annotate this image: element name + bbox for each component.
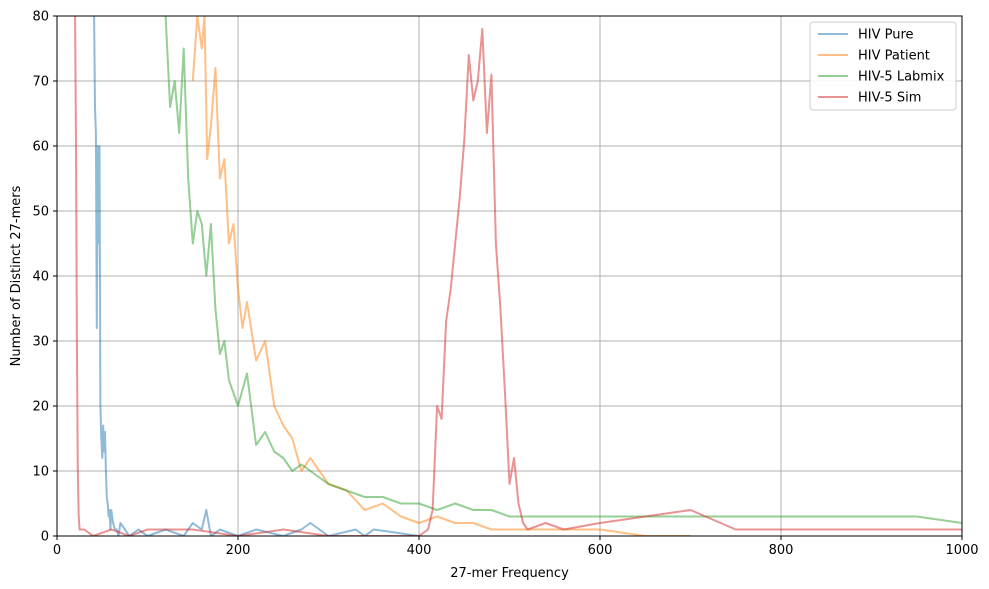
series-lines [74, 16, 962, 536]
y-tick-label: 40 [32, 270, 49, 285]
y-axis-label: Number of Distinct 27-mers [9, 185, 24, 366]
y-tick-label: 10 [32, 465, 49, 480]
x-axis-label: 27-mer Frequency [450, 566, 569, 581]
x-tick-label: 600 [588, 543, 613, 558]
series-line-3 [74, 16, 962, 536]
legend-label-0: HIV Pure [858, 28, 914, 43]
legend-label-2: HIV-5 Labmix [858, 70, 945, 85]
y-tick-label: 0 [41, 530, 49, 545]
series-line-1 [191, 16, 691, 536]
y-tick-label: 30 [32, 335, 49, 350]
y-tick-label: 80 [32, 10, 49, 25]
x-tick-label: 0 [53, 543, 61, 558]
y-axis-ticks: 0 10 20 30 40 50 60 70 80 [32, 10, 57, 545]
legend-box [809, 21, 957, 111]
x-tick-label: 1000 [945, 543, 978, 558]
x-tick-label: 400 [407, 543, 432, 558]
legend-label-3: HIV-5 Sim [858, 91, 921, 106]
legend: HIV Pure HIV Patient HIV-5 Labmix HIV-5 Sim [809, 21, 957, 111]
y-tick-label: 70 [32, 75, 49, 90]
legend-label-1: HIV Patient [858, 49, 930, 64]
y-tick-label: 60 [32, 140, 49, 155]
series-line-2 [164, 16, 962, 524]
y-tick-label: 20 [32, 400, 49, 415]
x-axis-ticks: 0 200 400 600 800 1000 [53, 536, 979, 558]
x-tick-label: 200 [226, 543, 251, 558]
x-tick-label: 800 [769, 543, 794, 558]
y-tick-label: 50 [32, 205, 49, 220]
